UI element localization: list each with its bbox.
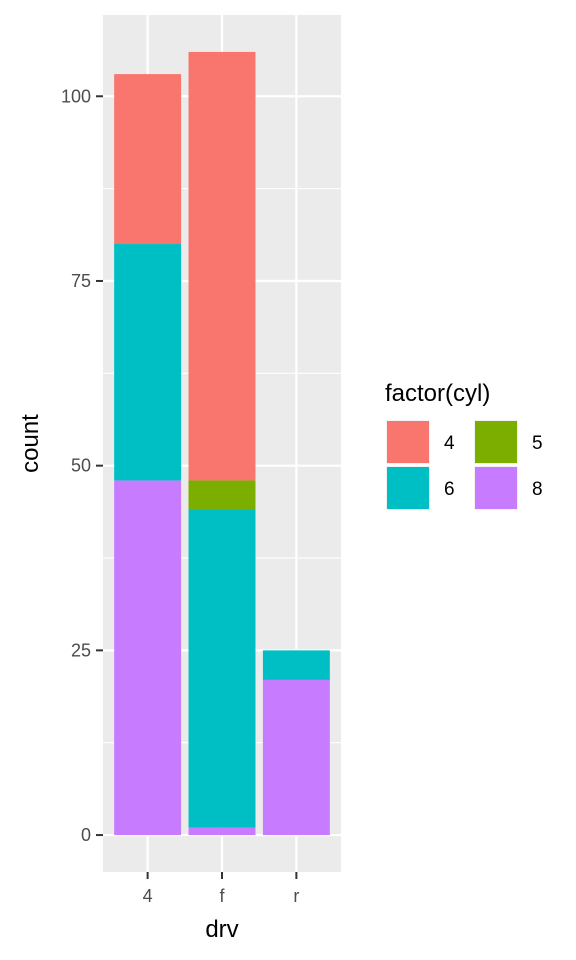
- legend-label-8: 8: [532, 479, 543, 500]
- y-tick-label: 50: [71, 456, 91, 476]
- bars: [114, 51, 330, 836]
- y-axis-title: count: [17, 414, 44, 473]
- bar-segment-f-cyl-4: [188, 51, 256, 481]
- y-tick-label: 75: [71, 271, 91, 291]
- legend-label-5: 5: [532, 433, 543, 454]
- y-tick-label: 25: [71, 640, 91, 660]
- x-axis: 4 f r: [143, 872, 299, 906]
- x-axis-title: drv: [205, 916, 238, 943]
- legend-label-4: 4: [444, 433, 455, 454]
- bar-segment-4-cyl-6: [114, 244, 182, 481]
- legend-label-6: 6: [444, 479, 455, 500]
- bar-segment-f-cyl-5: [188, 480, 256, 510]
- legend-swatch-8: [475, 467, 517, 509]
- bar-segment-r-cyl-6: [262, 650, 330, 680]
- y-tick-label: 0: [81, 825, 91, 845]
- x-tick-label: 4: [143, 886, 153, 906]
- legend: factor(cyl) 4 5 6 8: [385, 380, 543, 510]
- legend-swatch-6: [387, 467, 429, 509]
- x-tick-label: r: [293, 886, 299, 906]
- y-axis: 0 25 50 75 100: [61, 86, 103, 845]
- bar-segment-r-cyl-8: [262, 679, 330, 836]
- bar-segment-f-cyl-8: [188, 827, 256, 836]
- bar-segment-f-cyl-6: [188, 509, 256, 828]
- bar-segment-4-cyl-4: [114, 74, 182, 245]
- legend-swatch-4: [387, 421, 429, 463]
- legend-swatch-5: [475, 421, 517, 463]
- y-tick-label: 100: [61, 86, 91, 106]
- bar-segment-4-cyl-8: [114, 480, 182, 836]
- legend-title: factor(cyl): [385, 380, 490, 407]
- x-tick-label: f: [219, 886, 225, 906]
